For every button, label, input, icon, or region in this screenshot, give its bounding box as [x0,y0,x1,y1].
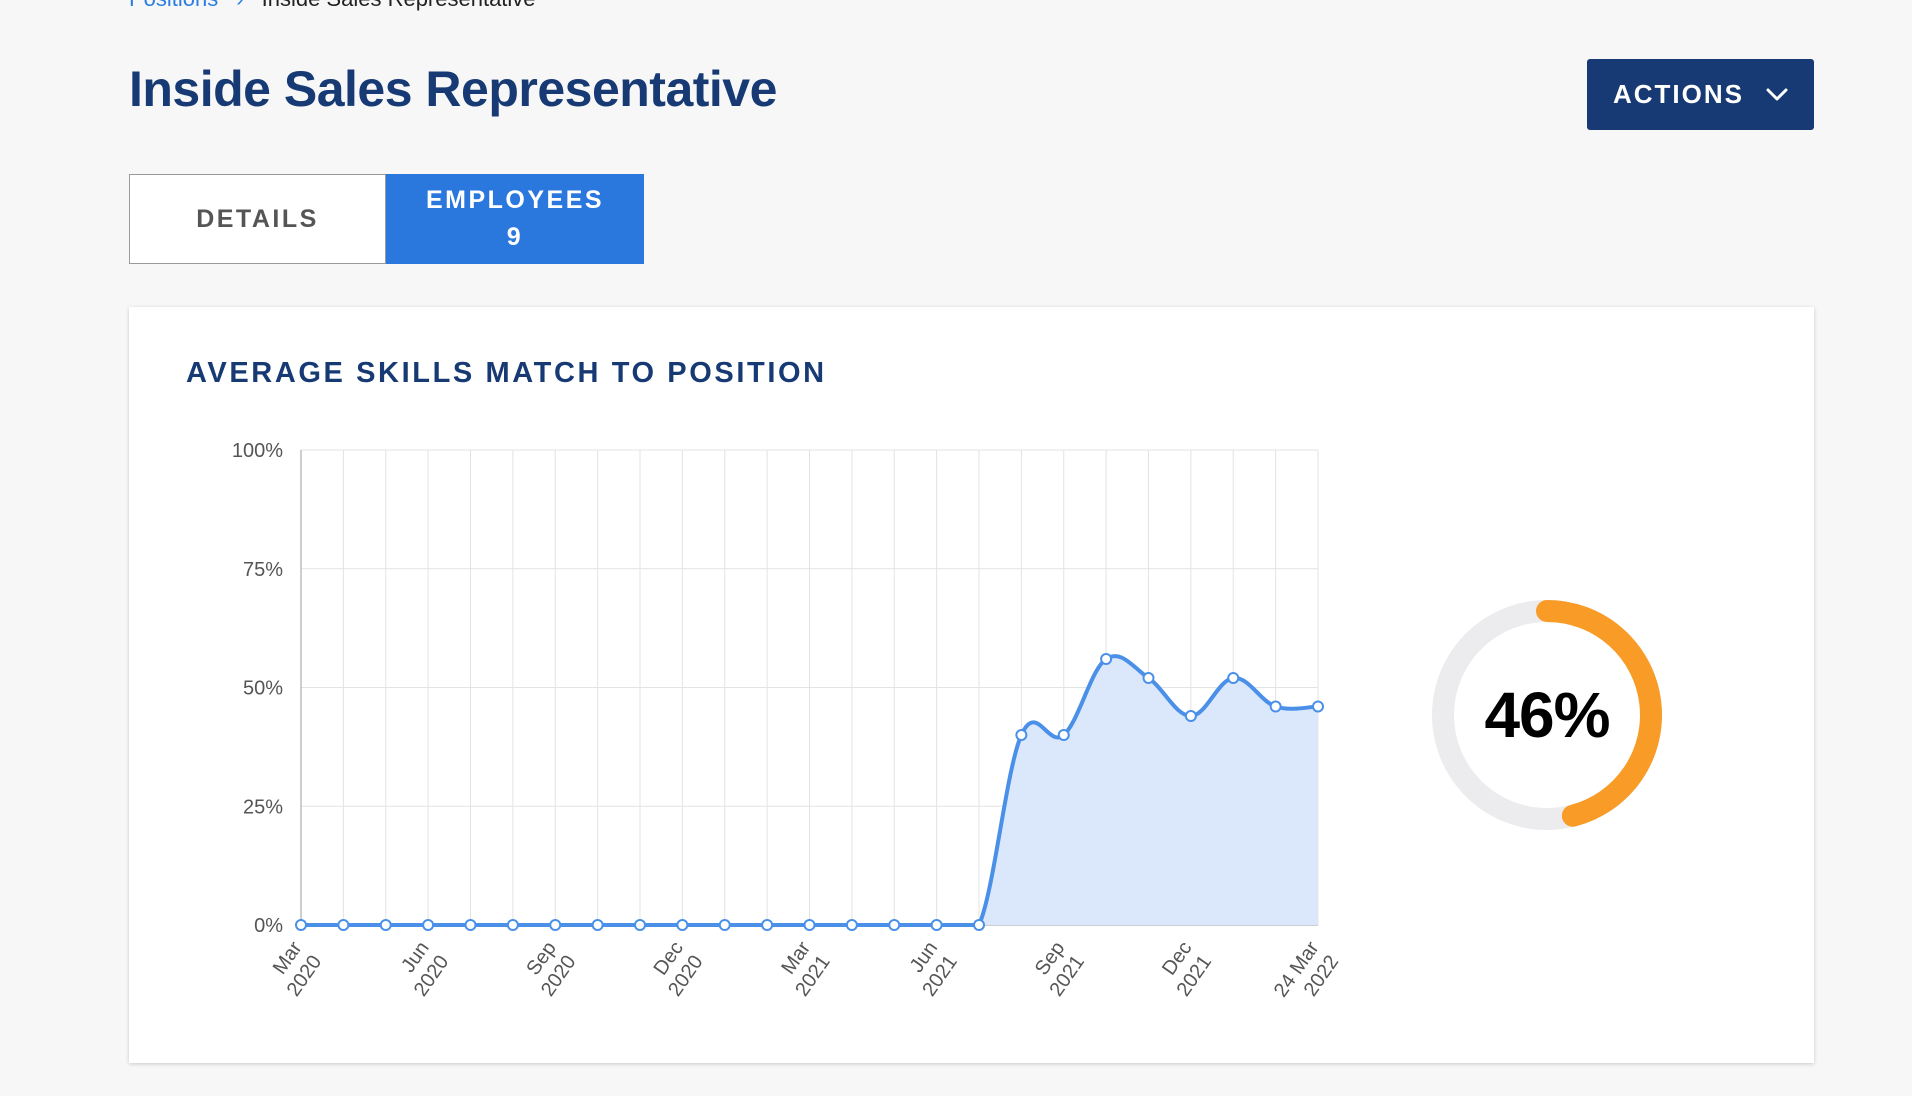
page-title: Inside Sales Representative [129,61,777,117]
skills-match-card: AVERAGE SKILLS MATCH TO POSITION 100% 75%… [129,307,1814,1063]
skills-match-gauge [1432,600,1662,830]
y-tick-label: 50% [243,678,283,700]
data-point [1015,729,1028,741]
breadcrumb: Positions › Inside Sales Representative [129,0,536,12]
data-point [464,919,477,931]
tab-employees-count: 9 [506,223,524,251]
card-title: AVERAGE SKILLS MATCH TO POSITION [186,357,827,389]
data-point [549,919,562,931]
data-point [1269,700,1282,713]
tab-details-label: DETAILS [196,204,319,233]
chevron-right-icon: › [236,0,243,12]
data-point [845,919,858,931]
tab-employees-label: EMPLOYEES [425,186,605,214]
data-point [676,919,689,931]
data-point [1312,700,1324,713]
data-point [379,919,392,931]
data-point [1100,653,1113,665]
tab-employees[interactable]: EMPLOYEES 9 [386,174,644,264]
y-tick-label: 25% [243,796,283,818]
series-area [301,656,1318,925]
breadcrumb-current: Inside Sales Representative [262,0,536,12]
data-point [1184,710,1197,722]
chevron-down-icon [1766,88,1788,100]
data-point [761,919,774,931]
data-point [888,919,901,931]
y-tick-label: 75% [243,559,283,581]
tab-details[interactable]: DETAILS [129,174,386,264]
actions-button[interactable]: ACTIONS [1587,59,1814,130]
data-point [295,919,307,931]
data-point [718,919,731,931]
breadcrumb-positions-link[interactable]: Positions [129,0,218,12]
y-tick-label: 100% [232,440,283,462]
data-point [803,919,816,931]
data-point [973,919,985,931]
actions-button-label: ACTIONS [1613,79,1744,109]
data-point [422,919,435,931]
data-point [506,919,519,931]
tab-bar: DETAILS EMPLOYEES 9 [129,174,644,264]
gauge-value: 46% [1484,679,1610,751]
data-point [1142,672,1155,684]
data-point [930,919,943,931]
data-point [634,919,646,931]
data-point [337,919,350,931]
data-point [1057,729,1070,741]
data-point [591,919,604,931]
gauge-arc [1536,600,1662,827]
data-point [1227,672,1240,684]
y-tick-label: 0% [254,915,283,937]
